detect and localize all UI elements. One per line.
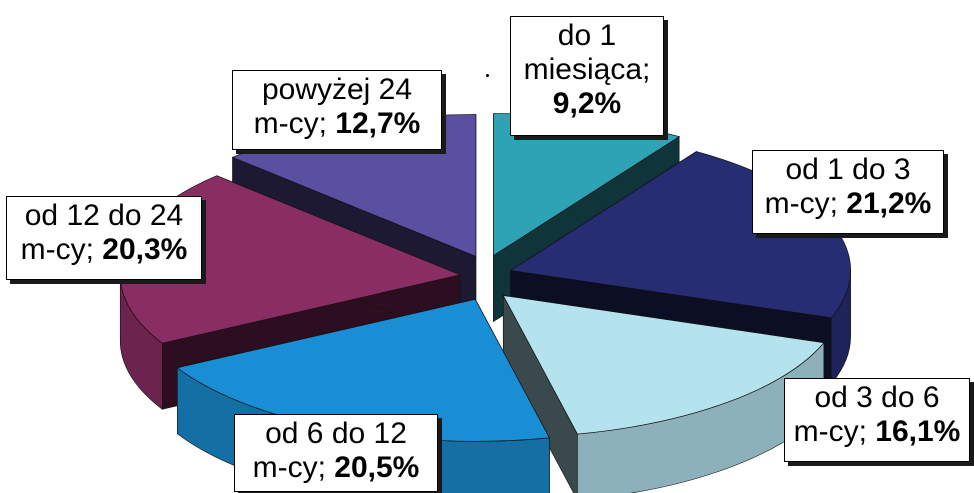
slice-label-od-12-do-24: od 12 do 24 m-cy; 20,3% (6, 196, 202, 280)
slice-label-od-6-do-12: od 6 do 12 m-cy; 20,5% (234, 414, 438, 492)
slice-label-line1: do 1 (557, 19, 617, 52)
slice-label-line1: od 1 do 3 (785, 153, 911, 186)
slice-label-line1: od 3 do 6 (814, 381, 940, 414)
slice-label-line2: m-cy; (252, 451, 326, 484)
slice-label-line2: m-cy; (20, 233, 94, 266)
slice-label-line2: m-cy; (793, 415, 867, 448)
slice-value: 9,2% (552, 87, 622, 120)
slice-label-do-1-miesiaca: do 1 miesiąca; 9,2% (510, 16, 664, 136)
slice-label-line2: miesiąca; (523, 53, 651, 86)
pie-top-layer (119, 113, 851, 442)
slice-label-line2: m-cy; (764, 187, 838, 220)
slice-label-od-3-do-6: od 3 do 6 m-cy; 16,1% (784, 378, 970, 462)
slice-value: 20,5% (334, 451, 420, 484)
slice-label-line1: od 6 do 12 (265, 417, 407, 450)
slice-value: 16,1% (875, 415, 961, 448)
slice-label-line1: powyżej 24 (261, 73, 413, 106)
pie-slice-top-s3 (502, 295, 825, 435)
slice-value: 20,3% (102, 233, 188, 266)
slice-label-od-1-do-3: od 1 do 3 m-cy; 21,2% (752, 150, 944, 234)
slice-value: 21,2% (846, 187, 932, 220)
slice-label-line2: m-cy; (253, 107, 327, 140)
slice-label-powyzej-24: powyżej 24 m-cy; 12,7% (232, 70, 442, 150)
slice-value: 12,7% (335, 107, 421, 140)
stray-dot (486, 74, 489, 77)
slice-label-line1: od 12 do 24 (24, 199, 184, 232)
